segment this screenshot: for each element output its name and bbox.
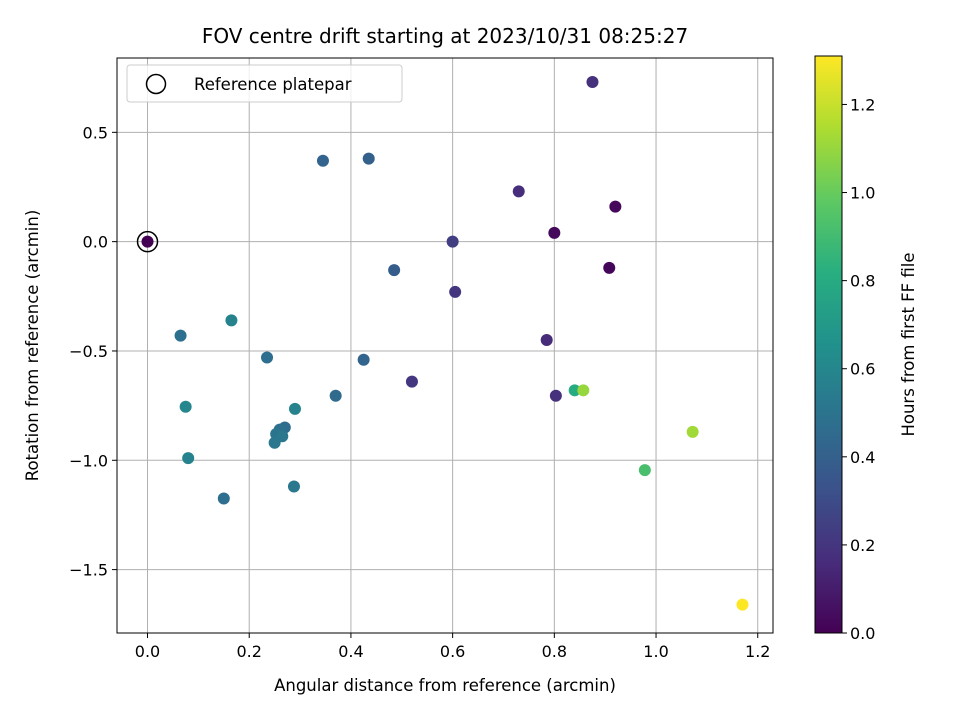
scatter-point: [586, 76, 599, 89]
x-tick-label: 0.2: [236, 642, 261, 661]
colorbar-label: Hours from first FF file: [899, 252, 918, 436]
scatter-points: [141, 76, 749, 611]
scatter-point: [577, 384, 590, 397]
colorbar: 0.0 0.2 0.4 0.6 0.8 1.0 1.2 Hours from first F…: [814, 55, 918, 643]
x-tick-label: 1.2: [745, 642, 770, 661]
x-tick-label: 1.0: [643, 642, 668, 661]
scatter-point: [174, 329, 187, 342]
y-tick-label: −1.5: [69, 561, 108, 580]
scatter-point: [568, 384, 581, 397]
x-tick-label: 0.4: [338, 642, 363, 661]
x-tick-label: 0.8: [542, 642, 567, 661]
colorbar-gradient: [814, 55, 843, 634]
scatter-point: [609, 200, 622, 213]
colorbar-tick-label: 0.4: [850, 448, 875, 467]
x-tick-label: 0.6: [440, 642, 465, 661]
colorbar-tick-label: 0.2: [850, 536, 875, 555]
scatter-point: [449, 285, 462, 298]
y-tick-label: 0.5: [83, 123, 108, 142]
scatter-point: [357, 353, 370, 366]
x-axis: 0.0 0.2 0.4 0.6 0.8 1.0 1.2: [135, 633, 770, 661]
x-axis-label: Angular distance from reference (arcmin): [274, 676, 616, 695]
scatter-point: [316, 154, 329, 167]
scatter-point: [388, 264, 401, 277]
y-tick-label: −1.0: [69, 451, 108, 470]
scatter-point: [603, 261, 616, 274]
scatter-point: [261, 351, 274, 364]
scatter-point: [405, 375, 418, 388]
chart-title: FOV centre drift starting at 2023/10/31 …: [202, 24, 688, 48]
scatter-point: [638, 464, 651, 477]
legend-entry-reference-platepar: Reference platepar: [194, 75, 352, 94]
scatter-point: [446, 235, 459, 248]
y-tick-label: 0.0: [83, 233, 108, 252]
y-tick-label: −0.5: [69, 342, 108, 361]
y-axis-label: Rotation from reference (arcmin): [23, 210, 42, 482]
scatter-point: [736, 598, 749, 611]
scatter-point: [141, 235, 154, 248]
colorbar-tick-label: 0.0: [850, 624, 875, 643]
scatter-point: [179, 400, 192, 413]
scatter-point: [287, 480, 300, 493]
grid-lines: [117, 58, 773, 633]
colorbar-ticks: 0.0 0.2 0.4 0.6 0.8 1.0 1.2: [842, 95, 875, 643]
colorbar-tick-label: 1.2: [850, 95, 875, 114]
scatter-point: [548, 226, 561, 239]
legend: Reference platepar: [126, 64, 403, 103]
scatter-point: [362, 152, 375, 165]
scatter-point: [512, 185, 525, 198]
scatter-point: [540, 334, 553, 347]
scatter-point: [549, 389, 562, 402]
y-axis: 0.5 0.0 −0.5 −1.0 −1.5: [69, 123, 117, 580]
legend-reference-marker: [145, 73, 167, 95]
colorbar-tick-label: 1.0: [850, 184, 875, 203]
x-tick-label: 0.0: [135, 642, 160, 661]
scatter-point: [217, 492, 230, 505]
scatter-point: [268, 436, 281, 449]
scatter-point: [288, 402, 301, 415]
plot-frame: [116, 57, 774, 634]
reference-platepar-marker: [136, 230, 159, 253]
scatter-point: [329, 389, 342, 402]
scatter-point: [225, 314, 238, 327]
scatter-point: [686, 425, 699, 438]
colorbar-tick-label: 0.6: [850, 360, 875, 379]
legend-box: [126, 64, 403, 103]
scatter-point: [182, 452, 195, 465]
colorbar-tick-label: 0.8: [850, 272, 875, 291]
reference-marker-layer: [136, 230, 159, 253]
